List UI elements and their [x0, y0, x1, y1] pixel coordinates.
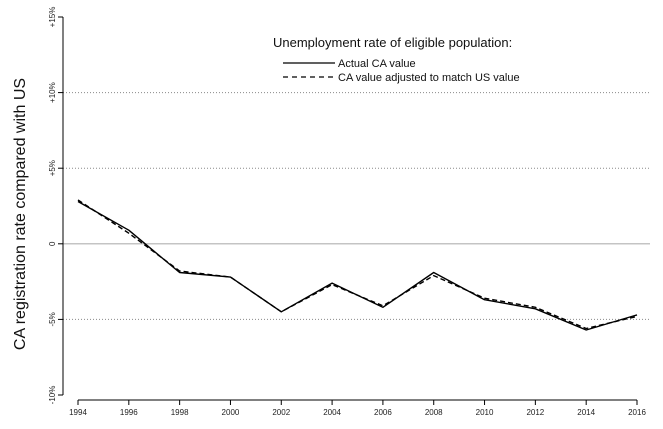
y-tick-label: -10% [48, 386, 57, 405]
series-line-adjusted [77, 199, 638, 330]
grid-lines [63, 92, 650, 320]
x-tick-label: 2014 [577, 408, 595, 417]
y-tick-label: +10% [48, 82, 57, 103]
series-lines [77, 199, 638, 331]
legend-label-actual: Actual CA value [338, 58, 416, 70]
legend-title: Unemployment rate of eligible population… [273, 35, 512, 50]
axes: -10% -5% 0 +5% +10% +15% 1994 1996 1998 2000 2002 2… [48, 7, 646, 417]
legend: Unemployment rate of eligible population… [273, 35, 520, 84]
x-tick-label: 2002 [272, 408, 290, 417]
x-tick-label: 1998 [171, 408, 189, 417]
y-tick-label: 0 [48, 241, 57, 246]
x-tick-label: 2000 [222, 408, 240, 417]
y-tick-label: +15% [48, 7, 57, 28]
x-tick-label: 2012 [526, 408, 544, 417]
legend-label-adjusted: CA value adjusted to match US value [338, 72, 520, 84]
x-tick-label: 2016 [628, 408, 646, 417]
x-tick-label: 2010 [476, 408, 494, 417]
x-tick-label: 2006 [374, 408, 392, 417]
y-tick-label: +5% [48, 160, 57, 176]
x-tick-label: 2008 [425, 408, 443, 417]
y-tick-label: -5% [48, 312, 57, 326]
x-tick-label: 1996 [120, 408, 138, 417]
x-tick-label: 2004 [323, 408, 341, 417]
x-tick-label: 1994 [69, 408, 87, 417]
y-axis-title: CA registration rate compared with US [12, 78, 29, 350]
